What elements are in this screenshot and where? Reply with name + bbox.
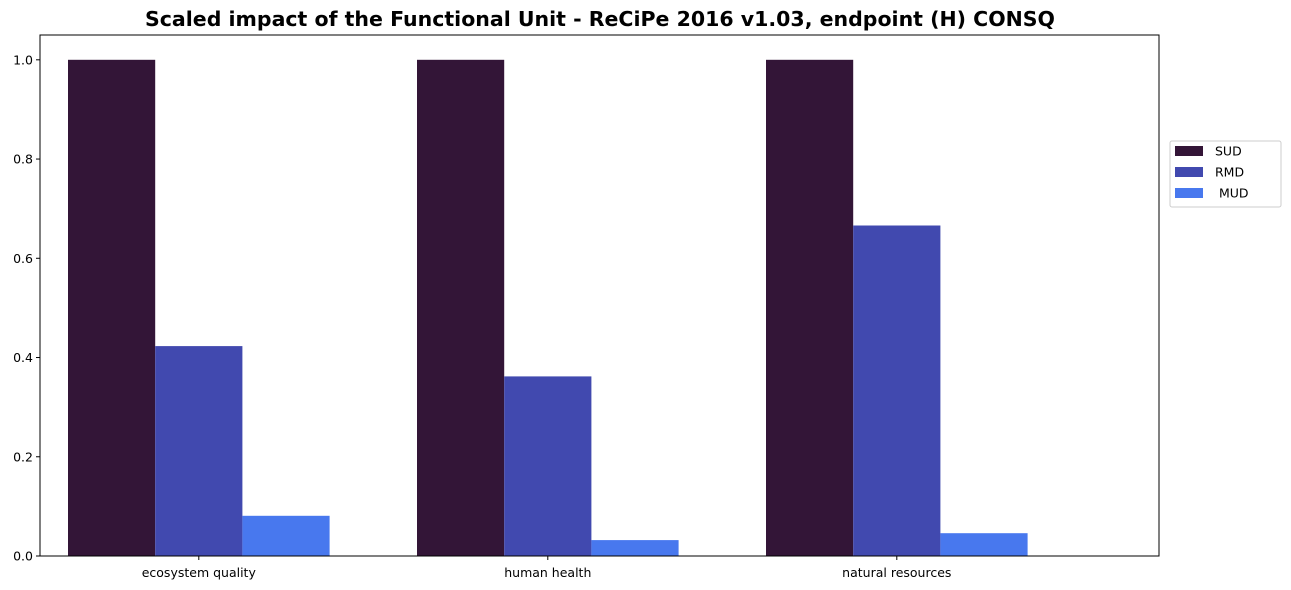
x-tick-label: natural resources [842,565,951,580]
legend-swatch-rmd [1175,167,1203,177]
legend-label-rmd: RMD [1215,165,1244,180]
bar-sud-human-health [417,59,505,557]
y-tick-label: 1.0 [13,52,33,67]
bar-mud-natural-resources [940,533,1028,556]
y-tick-label: 0.2 [13,449,33,464]
legend: SUD RMD MUD [1169,140,1282,208]
y-axis: 0.0 0.2 0.4 0.6 0.8 1.0 [13,52,40,564]
bar-rmd-natural-resources [853,225,941,556]
bar-mud-ecosystem-quality [242,515,330,556]
bar-sud-natural-resources [766,59,854,557]
x-tick-label: human health [504,565,591,580]
y-tick-label: 0.4 [13,350,33,365]
legend-swatch-mud [1175,188,1203,198]
bar-mud-human-health [591,540,679,556]
chart-title: Scaled impact of the Functional Unit - R… [145,7,1055,31]
legend-swatch-sud [1175,146,1203,156]
y-tick-label: 0.6 [13,251,33,266]
x-tick-label: ecosystem quality [142,565,257,580]
x-axis: ecosystem quality human health natural res… [142,556,951,580]
plot-frame [39,34,1160,557]
y-tick-label: 0.8 [13,152,33,167]
bar-rmd-ecosystem-quality [155,346,243,556]
y-tick-label: 0.0 [13,549,33,564]
bar-rmd-human-health [504,376,592,556]
bars-group [68,59,1028,557]
legend-label-mud: MUD [1215,186,1249,201]
legend-label-sud: SUD [1215,144,1242,159]
bar-sud-ecosystem-quality [68,59,156,557]
